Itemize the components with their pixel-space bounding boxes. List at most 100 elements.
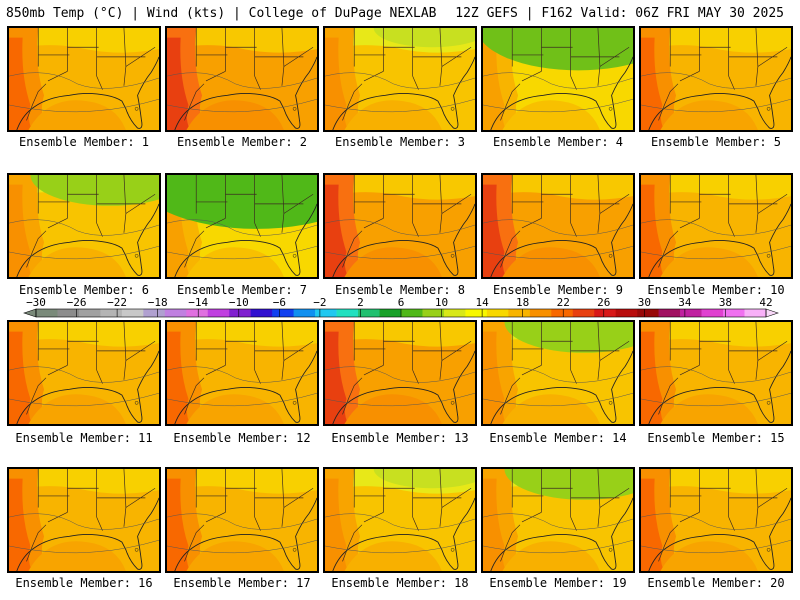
temperature-field xyxy=(167,28,317,130)
colorbar-swatch xyxy=(78,309,101,317)
ensemble-member-map xyxy=(7,467,161,573)
colorbar-swatch xyxy=(250,309,273,317)
colorbar-swatch xyxy=(508,309,531,317)
colorbar-swatch xyxy=(401,309,423,317)
colorbar-tick-label: 10 xyxy=(435,296,448,309)
temperature-field xyxy=(325,175,475,277)
colorbar-swatch xyxy=(57,309,80,317)
ensemble-member-map xyxy=(323,320,477,426)
ensemble-member-label: Ensemble Member: 14 xyxy=(489,431,627,445)
ensemble-member-label: Ensemble Member: 5 xyxy=(650,135,782,149)
colorbar-swatch xyxy=(443,309,466,317)
colorbar-tick-label: 2 xyxy=(357,296,364,309)
colorbar-low-arrow xyxy=(23,308,37,318)
ensemble-member-label: Ensemble Member: 11 xyxy=(15,431,153,445)
run-valid-time: 12Z GEFS | F162 Valid: 06Z FRI MAY 30 20… xyxy=(455,6,784,21)
colorbar-swatch xyxy=(551,309,574,317)
colorbar-swatch xyxy=(680,309,702,317)
temperature-field xyxy=(9,175,159,277)
temperature-field xyxy=(641,175,791,277)
colorbar-tick-label: 26 xyxy=(597,296,610,309)
ensemble-member-map xyxy=(639,320,793,426)
ensemble-member-label: Ensemble Member: 10 xyxy=(647,283,785,297)
temperature-field xyxy=(483,175,633,277)
colorbar-swatch xyxy=(121,309,144,317)
colorbar-swatch xyxy=(594,309,617,317)
ensemble-member-label: Ensemble Member: 18 xyxy=(331,576,469,590)
ensemble-member-label: Ensemble Member: 16 xyxy=(15,576,153,590)
colorbar-swatch xyxy=(723,309,745,317)
colorbar-tick-label: 38 xyxy=(719,296,732,309)
temperature-field xyxy=(9,28,159,130)
ensemble-member-label: Ensemble Member: 17 xyxy=(173,576,311,590)
ensemble-member-map xyxy=(165,320,319,426)
ensemble-member-label: Ensemble Member: 7 xyxy=(176,283,308,297)
colorbar-tick-label: 42 xyxy=(759,296,772,309)
colorbar-tick-label: 22 xyxy=(557,296,570,309)
ensemble-member-map xyxy=(165,26,319,132)
colorbar-swatch xyxy=(272,309,294,317)
colorbar-swatch xyxy=(293,309,316,317)
ensemble-member-map xyxy=(7,173,161,279)
colorbar-tick-label: −2 xyxy=(313,296,326,309)
colorbar-swatch xyxy=(572,309,595,317)
colorbar-tick-label: 18 xyxy=(516,296,529,309)
temperature-field xyxy=(641,469,791,571)
colorbar-tick-label: −10 xyxy=(229,296,249,309)
ensemble-member-map xyxy=(481,467,635,573)
ensemble-member-map xyxy=(639,467,793,573)
colorbar-swatch xyxy=(422,309,445,317)
temperature-field xyxy=(325,469,475,571)
ensemble-member-label: Ensemble Member: 12 xyxy=(173,431,311,445)
colorbar-tick-label: −6 xyxy=(273,296,286,309)
colorbar-swatch xyxy=(164,309,187,317)
ensemble-member-label: Ensemble Member: 3 xyxy=(334,135,466,149)
ensemble-member-map xyxy=(323,173,477,279)
ensemble-member-map xyxy=(639,26,793,132)
ensemble-member-map xyxy=(7,26,161,132)
temperature-field xyxy=(325,28,475,130)
ensemble-member-map xyxy=(165,173,319,279)
ensemble-member-label: Ensemble Member: 2 xyxy=(176,135,308,149)
ensemble-member-label: Ensemble Member: 4 xyxy=(492,135,624,149)
ensemble-member-label: Ensemble Member: 13 xyxy=(331,431,469,445)
colorbar-swatch xyxy=(744,309,767,317)
colorbar-tick-label: −18 xyxy=(148,296,168,309)
colorbar-tick-label: 30 xyxy=(638,296,651,309)
temperature-field xyxy=(483,28,633,130)
colorbar-swatch xyxy=(100,309,123,317)
ensemble-member-label: Ensemble Member: 9 xyxy=(492,283,624,297)
ensemble-member-label: Ensemble Member: 6 xyxy=(18,283,150,297)
ensemble-member-label: Ensemble Member: 19 xyxy=(489,576,627,590)
colorbar-swatch xyxy=(658,309,681,317)
colorbar-swatch xyxy=(486,309,509,317)
temperature-field xyxy=(641,322,791,424)
colorbar-swatch xyxy=(336,309,359,317)
temperature-field xyxy=(483,322,633,424)
chart-title: 850mb Temp (°C) | Wind (kts) | College o… xyxy=(6,6,437,21)
temperature-field xyxy=(325,322,475,424)
colorbar-high-arrow xyxy=(765,308,779,318)
ensemble-member-map xyxy=(481,173,635,279)
colorbar-swatch xyxy=(379,309,402,317)
colorbar-swatch xyxy=(529,309,552,317)
ensemble-member-label: Ensemble Member: 1 xyxy=(18,135,150,149)
ensemble-member-label: Ensemble Member: 15 xyxy=(647,431,785,445)
colorbar-tick-label: −14 xyxy=(188,296,208,309)
colorbar-swatch xyxy=(701,309,724,317)
colorbar-tick-label: −26 xyxy=(67,296,87,309)
temperature-field xyxy=(167,322,317,424)
colorbar-swatch xyxy=(186,309,209,317)
ensemble-member-label: Ensemble Member: 20 xyxy=(647,576,785,590)
ensemble-member-map xyxy=(7,320,161,426)
colorbar-swatch xyxy=(36,309,58,317)
temperature-field xyxy=(641,28,791,130)
colorbar-tick-label: −22 xyxy=(107,296,127,309)
colorbar-swatch xyxy=(358,309,380,317)
temperature-colorbar: −30 −26 −22 −18 −14 −10 −6 −2 2 6 10 14 18 22 26 30 34 38… xyxy=(0,296,800,318)
colorbar-swatch xyxy=(229,309,252,317)
ensemble-member-map xyxy=(639,173,793,279)
colorbar-swatch xyxy=(615,309,638,317)
colorbar-tick-label: −30 xyxy=(26,296,46,309)
ensemble-member-map xyxy=(323,26,477,132)
